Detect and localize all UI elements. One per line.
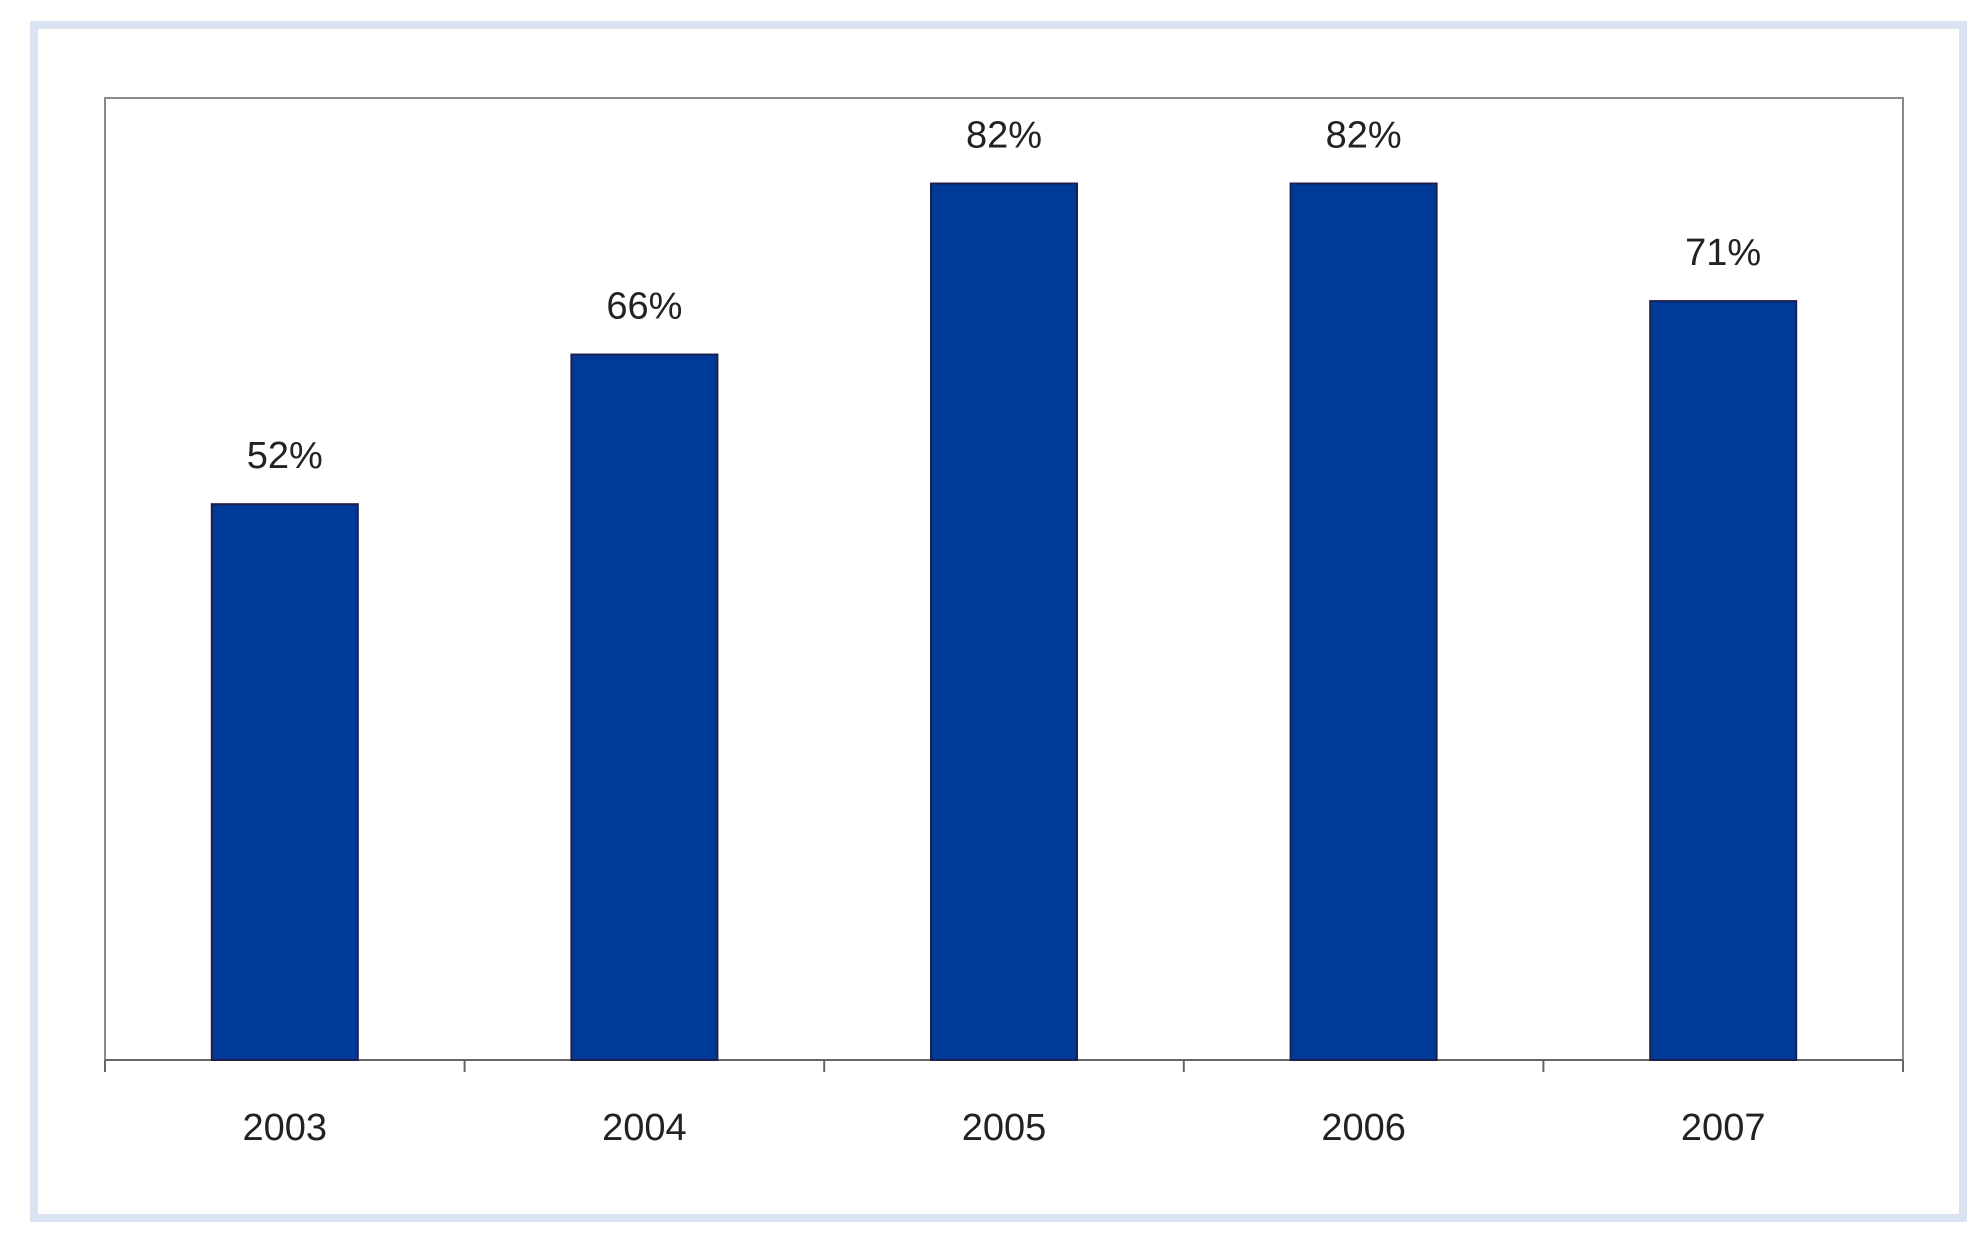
bar bbox=[210, 503, 359, 1061]
value-label: 71% bbox=[1685, 232, 1761, 274]
x-tick-label: 2006 bbox=[1321, 1107, 1406, 1149]
value-label: 66% bbox=[606, 286, 682, 328]
x-tick-label: 2005 bbox=[962, 1107, 1047, 1149]
bar bbox=[1289, 182, 1438, 1061]
value-label: 82% bbox=[966, 115, 1042, 157]
x-tick-label: 2004 bbox=[602, 1107, 687, 1149]
value-label: 82% bbox=[1326, 115, 1402, 157]
bar bbox=[930, 182, 1078, 1061]
bar bbox=[570, 353, 719, 1061]
x-tick-label: 2003 bbox=[243, 1107, 328, 1149]
value-label: 52% bbox=[247, 435, 323, 477]
x-tick-label: 2007 bbox=[1681, 1107, 1766, 1149]
bar bbox=[1649, 300, 1798, 1062]
